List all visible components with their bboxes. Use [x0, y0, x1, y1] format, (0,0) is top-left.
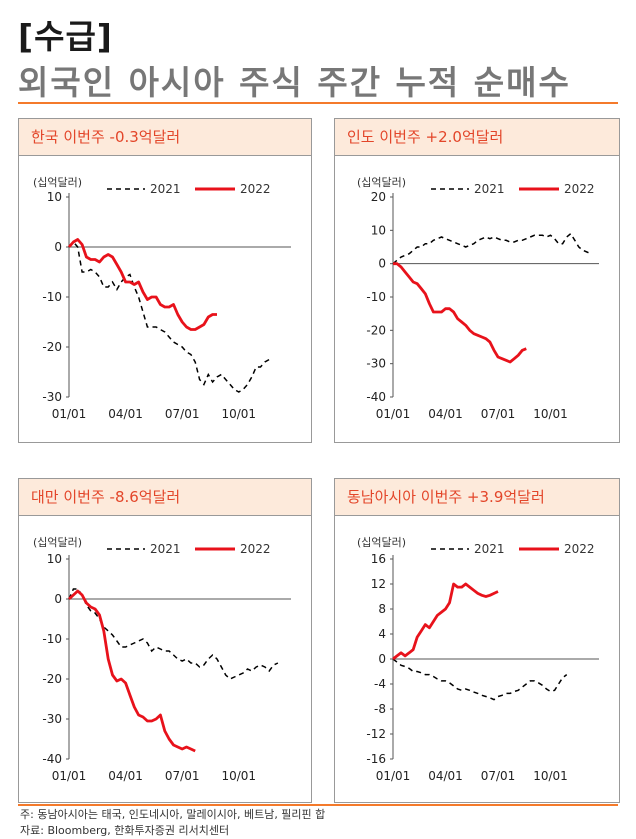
- x-tick-label: 10/01: [221, 769, 256, 783]
- y-tick-label: -20: [42, 672, 62, 686]
- y-tick-label: 0: [378, 257, 386, 271]
- x-tick-label: 04/01: [428, 407, 463, 421]
- x-tick-label: 01/01: [52, 407, 87, 421]
- bottom-divider: [18, 804, 618, 806]
- x-tick-label: 04/01: [108, 407, 143, 421]
- chart-panel-southeast-asia: 동남아시아 이번주 +3.9억달러 (십억달러) 2021 2022 16 12 8 4 0 -…: [334, 478, 620, 803]
- x-tick-label: 04/01: [108, 769, 143, 783]
- chart-panel-taiwan: 대만 이번주 -8.6억달러 (십억달러) 2021 2022 10 0 -10 -20 -3…: [18, 478, 312, 803]
- y-tick-label: -10: [42, 290, 62, 304]
- y-tick-label: -30: [42, 712, 62, 726]
- x-tick-label: 07/01: [481, 769, 516, 783]
- unit-label: (십억달러): [33, 176, 82, 189]
- y-tick-label: 10: [371, 223, 386, 237]
- y-tick-label: -16: [366, 752, 386, 766]
- chart-southeast-asia: (십억달러) 2021 2022 16 12 8 4 0 -4 -8 -12 -16 01/01 04/0…: [357, 536, 599, 783]
- series-line-2021: [68, 240, 270, 393]
- x-tick-label: 07/01: [165, 407, 200, 421]
- chart-title: 대만 이번주 -8.6억달러: [19, 479, 311, 516]
- series-line-2022: [392, 582, 499, 661]
- x-tick-label: 01/01: [52, 769, 87, 783]
- chart-korea: (십억달러) 2021 2022 10 0 -10 -20 -30 01/01 04/01 07/0…: [33, 176, 291, 421]
- x-tick-label: 01/01: [376, 769, 411, 783]
- series-line-2022: [68, 589, 196, 753]
- y-tick-label: -40: [366, 390, 386, 404]
- y-tick-label: 12: [371, 577, 386, 591]
- unit-label: (십억달러): [357, 536, 406, 549]
- chart-panel-india: 인도 이번주 +2.0억달러 (십억달러) 2021 2022 20 10 0 -10 -20…: [334, 118, 620, 443]
- y-tick-label: -10: [42, 632, 62, 646]
- y-tick-label: -4: [374, 677, 386, 691]
- y-tick-label: -30: [42, 390, 62, 404]
- y-tick-label: 20: [371, 190, 386, 204]
- x-tick-label: 04/01: [428, 769, 463, 783]
- y-tick-label: 0: [54, 592, 62, 606]
- source-note: 자료: Bloomberg, 한화투자증권 리서치센터: [20, 824, 230, 837]
- footnote: 주: 동남아시아는 태국, 인도네시아, 말레이시아, 베트남, 필리핀 합: [20, 808, 326, 821]
- x-tick-label: 10/01: [533, 407, 568, 421]
- y-tick-label: -10: [366, 290, 386, 304]
- legend-label-2021: 2021: [150, 542, 181, 556]
- y-tick-label: -8: [374, 702, 386, 716]
- y-tick-label: -30: [366, 357, 386, 371]
- legend-label-2022: 2022: [240, 182, 271, 196]
- y-tick-label: 0: [54, 240, 62, 254]
- x-tick-label: 10/01: [533, 769, 568, 783]
- y-tick-label: 0: [378, 652, 386, 666]
- chart-title: 한국 이번주 -0.3억달러: [19, 119, 311, 156]
- series-line-2021: [392, 232, 592, 265]
- x-tick-label: 07/01: [481, 407, 516, 421]
- legend-label-2022: 2022: [564, 182, 595, 196]
- legend-label-2021: 2021: [474, 542, 505, 556]
- y-tick-label: 10: [47, 552, 62, 566]
- unit-label: (십억달러): [357, 176, 406, 189]
- y-tick-label: -20: [42, 340, 62, 354]
- x-tick-label: 07/01: [165, 769, 200, 783]
- series-line-2022: [67, 238, 217, 331]
- series-line-2022: [393, 262, 527, 364]
- page-title: 외국인 아시아 주식 주간 누적 순매수: [18, 63, 571, 102]
- chart-title: 동남아시아 이번주 +3.9억달러: [335, 479, 619, 516]
- legend-label-2021: 2021: [474, 182, 505, 196]
- section-tag: [수급]: [18, 17, 113, 56]
- top-divider: [18, 102, 618, 104]
- x-tick-label: 10/01: [221, 407, 256, 421]
- unit-label: (십억달러): [33, 536, 82, 549]
- y-tick-label: 10: [47, 190, 62, 204]
- x-tick-label: 01/01: [376, 407, 411, 421]
- legend-label-2022: 2022: [564, 542, 595, 556]
- y-tick-label: 4: [378, 627, 386, 641]
- y-tick-label: -12: [366, 727, 386, 741]
- chart-panel-korea: 한국 이번주 -0.3억달러 (십억달러) 2021 2022 10 0 -10 -20 -3…: [18, 118, 312, 443]
- legend-label-2021: 2021: [150, 182, 181, 196]
- y-tick-label: 8: [378, 602, 386, 616]
- y-tick-label: 16: [371, 552, 386, 566]
- chart-taiwan: (십억달러) 2021 2022 10 0 -10 -20 -30 -40 01/01 04/01 0…: [33, 536, 291, 783]
- chart-title: 인도 이번주 +2.0억달러: [335, 119, 619, 156]
- series-line-2021: [392, 658, 568, 701]
- y-tick-label: -20: [366, 323, 386, 337]
- chart-india: (십억달러) 2021 2022 20 10 0 -10 -20 -30 -40 01/01 04/0…: [357, 176, 599, 421]
- series-line-2021: [68, 588, 279, 680]
- y-tick-label: -40: [42, 752, 62, 766]
- legend-label-2022: 2022: [240, 542, 271, 556]
